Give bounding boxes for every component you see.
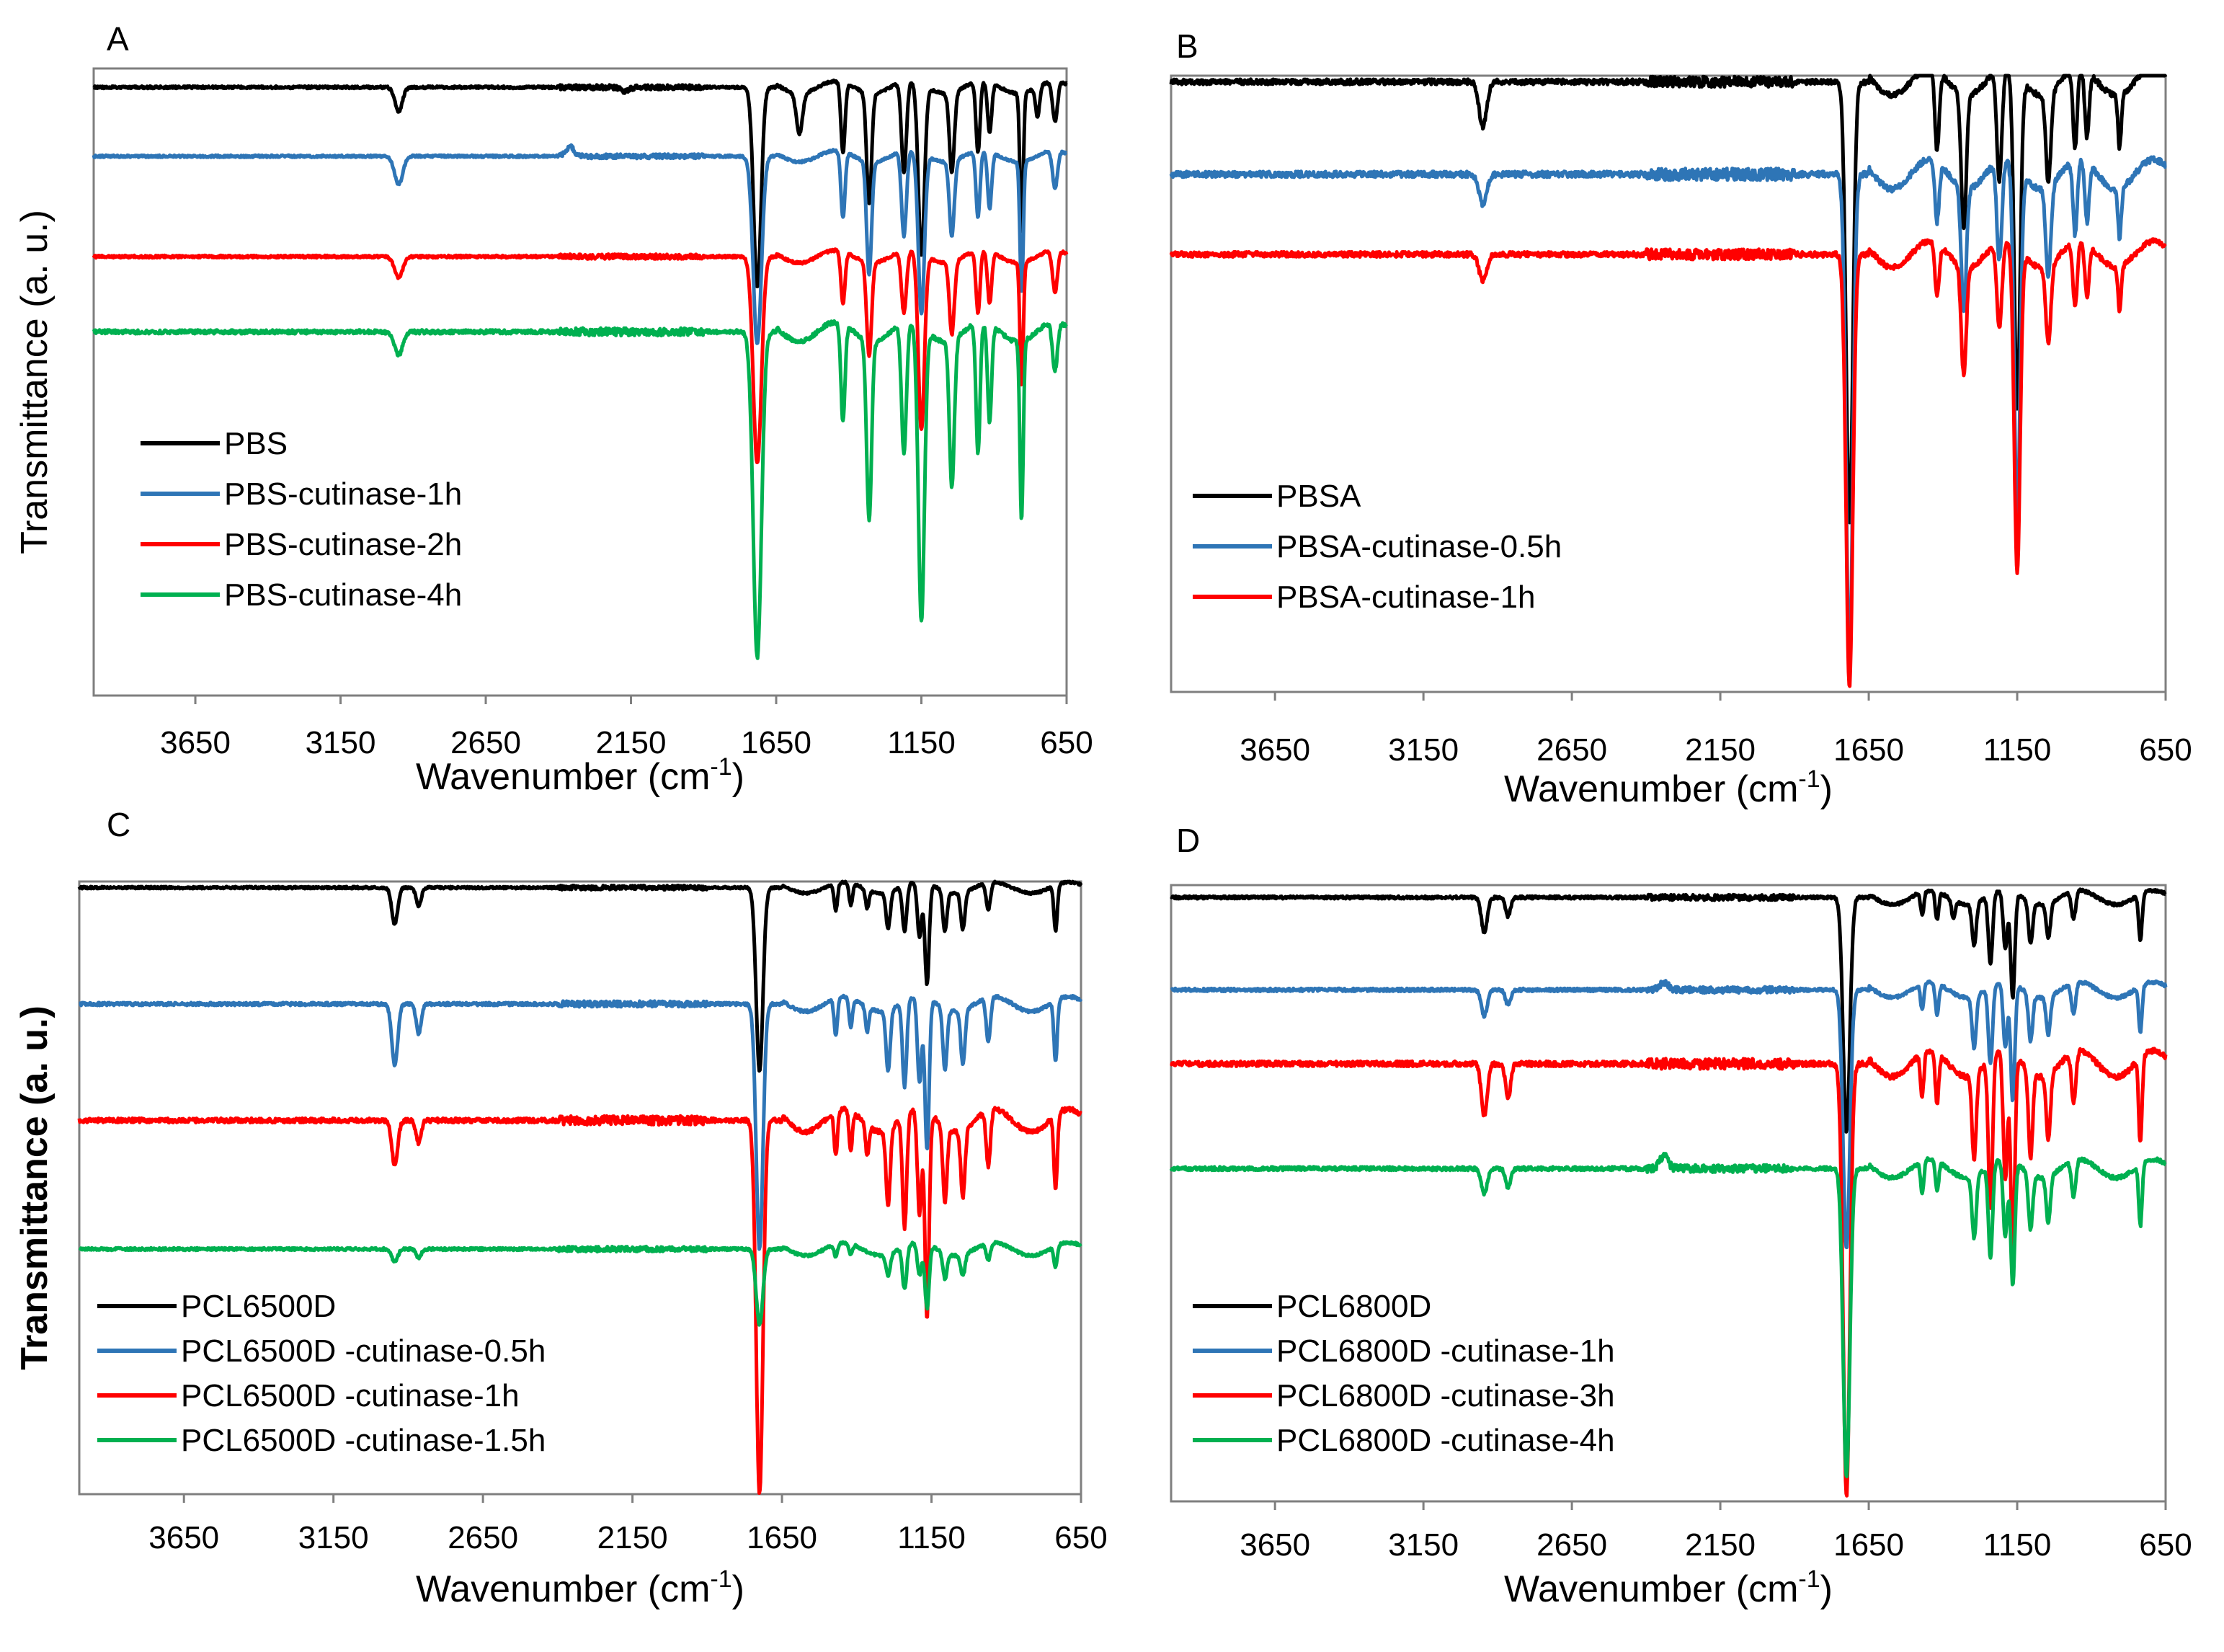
legend-label: PCL6500D -cutinase-1h bbox=[181, 1378, 520, 1413]
x-axis-label: Wavenumber (cm-1) bbox=[1504, 765, 1833, 810]
panel-letter: A bbox=[107, 20, 129, 58]
x-axis-label-close: ) bbox=[732, 1568, 744, 1610]
plot-frame bbox=[92, 67, 1068, 697]
x-tick-label: 1650 bbox=[741, 725, 811, 760]
x-tick-label: 1150 bbox=[1983, 732, 2052, 768]
spectrum-line bbox=[1169, 1152, 2167, 1478]
spectrum-line bbox=[92, 319, 1068, 660]
legend-label: PCL6500D -cutinase-1.5h bbox=[181, 1423, 546, 1458]
legend-label: PCL6800D -cutinase-3h bbox=[1276, 1378, 1615, 1413]
x-tick-label: 3150 bbox=[306, 725, 376, 760]
x-axis-label-sup: -1 bbox=[710, 1566, 731, 1593]
spectrum-line bbox=[92, 143, 1068, 345]
x-axis-label-close: ) bbox=[732, 756, 744, 798]
x-axis-label-sup: -1 bbox=[710, 753, 731, 781]
legend-label: PCL6800D -cutinase-1h bbox=[1276, 1333, 1615, 1369]
panel-a: A 3650 3150 2650 2150 1650 1150 650 Wavenumber (… bbox=[14, 20, 1093, 798]
y-axis-label: Transmittance (a. u.) bbox=[14, 210, 55, 554]
plot-frame bbox=[1170, 74, 2167, 693]
x-tick-label: 1150 bbox=[897, 1520, 966, 1555]
x-tick-label: 1150 bbox=[1983, 1527, 2052, 1563]
spectrum-line bbox=[77, 879, 1083, 1073]
panel-b: B 3650 3150 2650 2150 1650 1150 650 Wavenumber (… bbox=[1169, 27, 2192, 810]
x-tick-label: 3150 bbox=[298, 1520, 369, 1555]
panel-d: D 3650 3150 2650 2150 1650 1150 650 Wavenumber (… bbox=[1169, 822, 2192, 1610]
x-tick-label: 3150 bbox=[1388, 732, 1459, 768]
x-axis-label-main: Wavenumber (cm bbox=[416, 1568, 710, 1610]
legend-label: PCL6500D bbox=[181, 1289, 336, 1324]
x-tick-label: 2650 bbox=[1536, 1527, 1607, 1563]
y-axis-label: Transmittance (a. u.) bbox=[14, 1005, 55, 1370]
x-axis-label-main: Wavenumber (cm bbox=[1504, 1568, 1798, 1610]
x-axis-label-close: ) bbox=[1820, 768, 1833, 810]
legend-label: PBS-cutinase-2h bbox=[224, 527, 462, 562]
legend-label: PCL6800D bbox=[1276, 1289, 1431, 1324]
x-tick-label: 2650 bbox=[448, 1520, 518, 1555]
legend-label: PBSA bbox=[1276, 479, 1361, 514]
x-tick-label: 650 bbox=[1054, 1520, 1107, 1555]
spectrum-line bbox=[1170, 979, 2168, 1250]
x-tick-label: 3650 bbox=[1240, 732, 1310, 768]
x-tick-label: 650 bbox=[2139, 1527, 2192, 1563]
spectrum-line bbox=[1170, 887, 2167, 1134]
legend-label: PBS bbox=[224, 426, 288, 461]
x-tick-label: 2150 bbox=[597, 1520, 668, 1555]
legend-label: PBSA-cutinase-1h bbox=[1276, 579, 1536, 615]
x-tick-label: 1150 bbox=[887, 725, 956, 760]
spectrum-line bbox=[1169, 74, 2168, 525]
spectrum-line bbox=[92, 78, 1068, 288]
x-axis-label: Wavenumber (cm-1) bbox=[416, 753, 744, 798]
spectrum-line bbox=[1169, 237, 2167, 688]
panel-letter: C bbox=[107, 806, 130, 843]
x-axis-label: Wavenumber (cm-1) bbox=[416, 1566, 744, 1610]
spectrum-line bbox=[1169, 155, 2167, 667]
spectrum-line bbox=[78, 1240, 1082, 1327]
spectrum-line bbox=[1169, 1047, 2168, 1498]
x-axis-label-main: Wavenumber (cm bbox=[1504, 768, 1798, 810]
x-axis-label-sup: -1 bbox=[1798, 765, 1820, 793]
x-axis-label-close: ) bbox=[1820, 1568, 1833, 1610]
x-axis-label-main: Wavenumber (cm bbox=[416, 756, 710, 798]
x-tick-label: 3650 bbox=[1240, 1527, 1310, 1563]
legend-label: PBS-cutinase-4h bbox=[224, 577, 462, 613]
x-tick-label: 650 bbox=[1040, 725, 1093, 760]
x-tick-label: 2150 bbox=[1685, 1527, 1756, 1563]
x-tick-label: 2150 bbox=[596, 725, 667, 760]
panel-letter: B bbox=[1176, 27, 1198, 65]
legend-label: PBSA-cutinase-0.5h bbox=[1276, 529, 1562, 564]
x-tick-label: 650 bbox=[2139, 732, 2192, 768]
x-tick-label: 3650 bbox=[160, 725, 231, 760]
legend-label: PCL6500D -cutinase-0.5h bbox=[181, 1333, 546, 1369]
x-axis-label: Wavenumber (cm-1) bbox=[1504, 1566, 1833, 1610]
x-tick-label: 2650 bbox=[1536, 732, 1607, 768]
legend-label: PCL6800D -cutinase-4h bbox=[1276, 1423, 1615, 1458]
panel-letter: D bbox=[1176, 822, 1200, 859]
x-tick-label: 2650 bbox=[450, 725, 521, 760]
legend-label: PBS-cutinase-1h bbox=[224, 476, 462, 512]
x-tick-label: 3650 bbox=[148, 1520, 219, 1555]
plot-frame bbox=[78, 880, 1082, 1496]
spectrum-line bbox=[92, 247, 1069, 465]
x-tick-label: 1650 bbox=[1833, 732, 1904, 768]
panel-c: C 3650 3150 2650 2150 1650 1150 650 Wavenumber (… bbox=[14, 806, 1108, 1610]
x-tick-label: 2150 bbox=[1685, 732, 1756, 768]
x-tick-label: 3150 bbox=[1388, 1527, 1459, 1563]
spectrum-line bbox=[77, 1105, 1082, 1495]
x-tick-label: 1650 bbox=[1833, 1527, 1904, 1563]
x-axis-label-sup: -1 bbox=[1798, 1566, 1820, 1593]
x-tick-label: 1650 bbox=[747, 1520, 817, 1555]
plot-frame bbox=[1170, 884, 2167, 1503]
spectrum-line bbox=[78, 993, 1083, 1251]
